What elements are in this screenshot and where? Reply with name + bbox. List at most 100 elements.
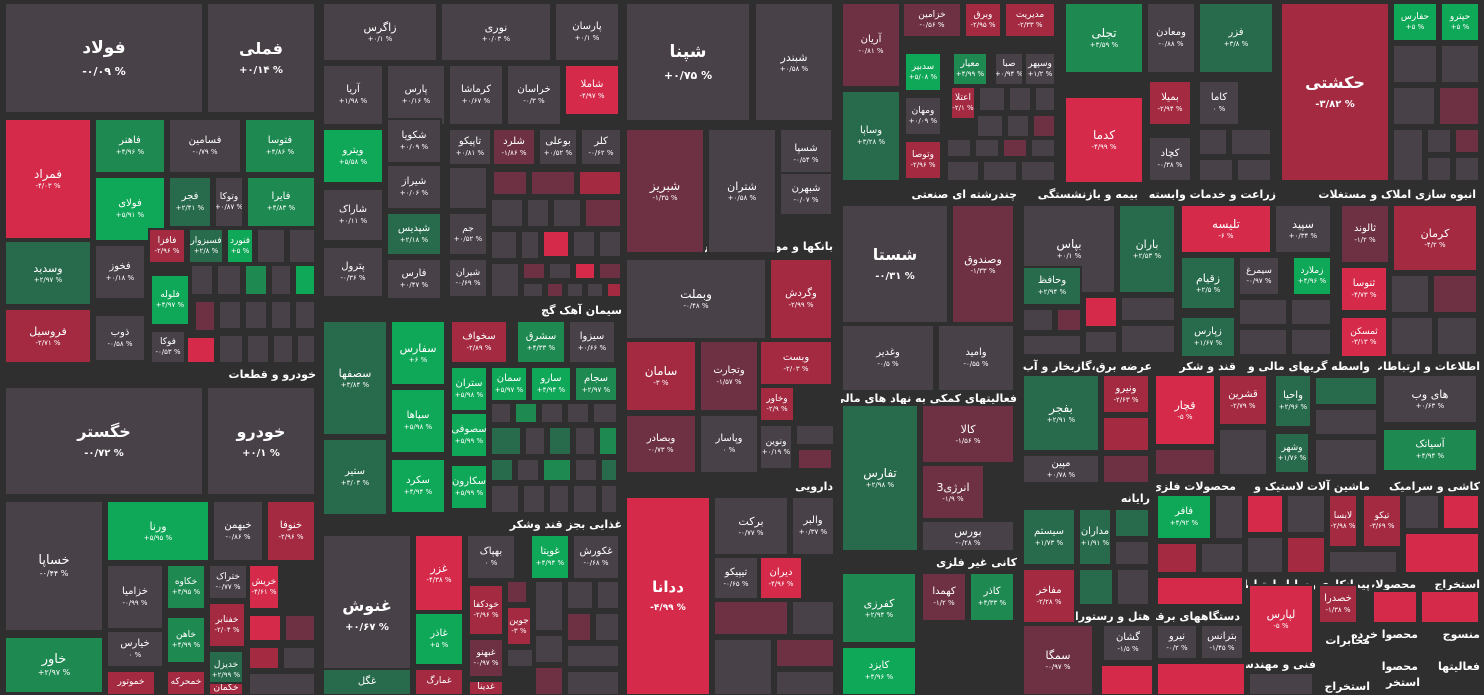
- filler-tile[interactable]: [1116, 568, 1150, 606]
- filler-tile[interactable]: [272, 334, 294, 364]
- filler-tile[interactable]: [578, 170, 622, 196]
- stock-tile[interactable]: فافزا -۲/۹۶ %: [148, 228, 186, 264]
- filler-tile[interactable]: [1392, 86, 1436, 126]
- filler-tile[interactable]: [1156, 576, 1244, 606]
- filler-tile[interactable]: [1198, 128, 1228, 156]
- stock-tile[interactable]: ذوب -۰/۵۸ %: [94, 314, 146, 362]
- filler-tile[interactable]: [775, 638, 835, 668]
- stock-tile[interactable]: ختراک -۰/۷۷ %: [208, 564, 248, 600]
- filler-tile[interactable]: [244, 300, 268, 330]
- stock-tile[interactable]: ددانا -۴/۹۹ %: [625, 496, 711, 695]
- stock-tile[interactable]: مدیریت -۲/۳۳ %: [1004, 2, 1056, 38]
- stock-tile[interactable]: تیپیکو -۰/۶۵ %: [713, 556, 759, 600]
- filler-tile[interactable]: [530, 170, 576, 196]
- filler-tile[interactable]: [574, 262, 596, 280]
- stock-tile[interactable]: فروسیل -۲/۷۱ %: [4, 308, 92, 364]
- filler-tile[interactable]: [490, 426, 522, 456]
- stock-tile[interactable]: خمحرکه: [166, 670, 206, 695]
- stock-tile[interactable]: خفنابر -۲/۰۴ %: [208, 602, 246, 648]
- filler-tile[interactable]: [1236, 158, 1272, 182]
- filler-tile[interactable]: [1200, 542, 1244, 574]
- stock-tile[interactable]: خگستر -۰/۷۲ %: [4, 386, 204, 496]
- stock-tile[interactable]: کالا -۱/۵۶ %: [921, 404, 1015, 464]
- filler-tile[interactable]: [1392, 128, 1424, 182]
- stock-tile[interactable]: فلوله +۴/۹۷ %: [150, 274, 190, 326]
- filler-tile[interactable]: [1056, 308, 1082, 332]
- filler-tile[interactable]: [1022, 308, 1054, 332]
- filler-tile[interactable]: [248, 672, 316, 695]
- stock-tile[interactable]: غدینا: [468, 680, 504, 695]
- filler-tile[interactable]: [1248, 672, 1314, 695]
- stock-tile[interactable]: وتوکا +۰/۸۷ %: [214, 176, 244, 228]
- stock-tile[interactable]: زقیام +۲/۵ %: [1180, 256, 1236, 310]
- filler-tile[interactable]: [190, 264, 214, 296]
- stock-tile[interactable]: وتجارت -۱/۵۷ %: [699, 340, 759, 412]
- filler-tile[interactable]: [1154, 448, 1216, 476]
- filler-tile[interactable]: [594, 612, 620, 642]
- filler-tile[interactable]: [542, 230, 570, 258]
- filler-tile[interactable]: [1440, 44, 1480, 84]
- filler-tile[interactable]: [218, 334, 244, 364]
- filler-tile[interactable]: [976, 114, 1004, 138]
- filler-tile[interactable]: [548, 426, 572, 456]
- stock-tile[interactable]: شاراک +۰/۱۱ %: [322, 188, 384, 242]
- filler-tile[interactable]: [534, 580, 564, 632]
- stock-tile[interactable]: خیارس ۰ %: [106, 630, 164, 668]
- filler-tile[interactable]: [566, 580, 594, 610]
- stock-tile[interactable]: سپاها +۵/۹۸ %: [390, 388, 446, 454]
- filler-tile[interactable]: [974, 138, 1000, 158]
- stock-tile[interactable]: بترانس -۱/۴۵ %: [1200, 624, 1244, 660]
- filler-tile[interactable]: [1102, 454, 1150, 484]
- stock-tile[interactable]: زاگرس +۰/۱ %: [322, 2, 438, 62]
- stock-tile[interactable]: والبر +۰/۳۷ %: [791, 496, 835, 556]
- filler-tile[interactable]: [256, 228, 286, 264]
- filler-tile[interactable]: [600, 484, 618, 514]
- stock-tile[interactable]: ومعادن -۰/۸۸ %: [1146, 2, 1196, 74]
- stock-tile[interactable]: سجام +۲/۹۷ %: [574, 366, 618, 402]
- stock-tile[interactable]: خموتور: [106, 670, 156, 695]
- filler-tile[interactable]: [566, 402, 590, 424]
- filler-tile[interactable]: [566, 282, 584, 298]
- filler-tile[interactable]: [270, 264, 292, 296]
- filler-tile[interactable]: [1454, 156, 1480, 182]
- stock-tile[interactable]: شیران -۰/۶۹ %: [448, 258, 488, 298]
- filler-tile[interactable]: [490, 262, 520, 298]
- filler-tile[interactable]: [1290, 328, 1332, 356]
- stock-tile[interactable]: آریان -۰/۸۱ %: [841, 2, 901, 88]
- filler-tile[interactable]: [194, 300, 216, 332]
- stock-tile[interactable]: سکرد +۴/۹۴ %: [390, 458, 446, 514]
- stock-tile[interactable]: سپید +۰/۳۴ %: [1274, 204, 1332, 254]
- stock-tile[interactable]: بورس -۰/۲۸ %: [921, 520, 1015, 552]
- stock-tile[interactable]: وبرق -۲/۹۵ %: [964, 2, 1002, 38]
- stock-tile[interactable]: خکمان: [208, 682, 244, 695]
- filler-tile[interactable]: [1314, 438, 1378, 476]
- stock-tile[interactable]: صبا +۰/۹۴ %: [994, 52, 1024, 86]
- stock-tile[interactable]: سفارس +۶ %: [390, 320, 446, 386]
- stock-tile[interactable]: کفرزی +۲/۹۴ %: [841, 572, 917, 644]
- filler-tile[interactable]: [516, 458, 540, 482]
- stock-tile[interactable]: کاما ۰ %: [1198, 80, 1240, 126]
- stock-tile[interactable]: خودرو +۰/۱ %: [206, 386, 316, 496]
- filler-tile[interactable]: [574, 458, 598, 482]
- stock-tile[interactable]: فملی +۰/۱۴ %: [206, 2, 316, 114]
- filler-tile[interactable]: [186, 336, 216, 364]
- stock-tile[interactable]: بوعلی +۰/۵۲ %: [538, 128, 578, 166]
- stock-tile[interactable]: شستا -۰/۳۱ %: [841, 204, 949, 324]
- filler-tile[interactable]: [1114, 540, 1150, 566]
- filler-tile[interactable]: [1008, 86, 1032, 112]
- stock-tile[interactable]: مفاخر -۲/۲۸ %: [1022, 568, 1076, 624]
- stock-tile[interactable]: وپاسار ۰ %: [699, 414, 759, 474]
- stock-tile[interactable]: اعتلا -۲/۱ %: [950, 86, 976, 120]
- stock-tile[interactable]: کدما -۴/۹۹ %: [1064, 96, 1144, 184]
- stock-tile[interactable]: وصندوق -۱/۳۳ %: [951, 204, 1015, 324]
- stock-tile[interactable]: کرمان -۴/۲ %: [1392, 204, 1478, 272]
- stock-tile[interactable]: کهمدا -۱/۲ %: [921, 572, 967, 622]
- filler-tile[interactable]: [270, 300, 292, 330]
- filler-tile[interactable]: [296, 334, 316, 364]
- filler-tile[interactable]: [598, 230, 622, 258]
- stock-tile[interactable]: کرماشا +۰/۶۷ %: [448, 64, 504, 126]
- filler-tile[interactable]: [490, 198, 524, 228]
- filler-tile[interactable]: [1404, 494, 1440, 530]
- filler-tile[interactable]: [1238, 328, 1288, 356]
- stock-tile[interactable]: فجر +۲/۴۱ %: [168, 176, 212, 228]
